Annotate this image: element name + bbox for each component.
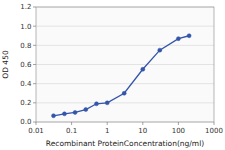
plot-frame xyxy=(36,7,214,122)
x-tick-label: 1000 xyxy=(205,127,223,135)
x-tick xyxy=(214,122,215,125)
data-group xyxy=(51,34,191,118)
y-tick-label: 0.8 xyxy=(20,42,31,50)
y-axis-label: OD 450 xyxy=(1,50,10,79)
x-tick xyxy=(36,122,37,125)
x-tick xyxy=(142,122,143,125)
x-tick-label: 1 xyxy=(105,127,109,135)
y-tick xyxy=(33,7,36,8)
grid-line xyxy=(36,45,214,46)
data-line xyxy=(53,36,189,116)
x-tick-label: 0.1 xyxy=(66,127,77,135)
chart-container: 0.0 0.2 0.4 0.6 0.8 1.0 1.2 0.01 0.1 1 10 100 1000Re… xyxy=(0,0,225,150)
data-point xyxy=(94,102,98,106)
x-axis-label: Recombinant ProteinConcentration(ng/ml) xyxy=(46,139,204,148)
data-point xyxy=(73,110,77,114)
x-tick-label: 10 xyxy=(138,127,147,135)
y-tick xyxy=(33,64,36,65)
y-tick xyxy=(33,45,36,46)
x-tick xyxy=(71,122,72,125)
data-point xyxy=(84,108,88,112)
data-point xyxy=(187,34,191,38)
data-point xyxy=(141,67,145,71)
data-point xyxy=(62,112,66,116)
data-point xyxy=(176,37,180,41)
plot-background xyxy=(36,7,214,122)
y-tick-label: 0.2 xyxy=(20,99,31,107)
y-tick xyxy=(33,122,36,123)
y-tick xyxy=(33,102,36,103)
grid-line xyxy=(36,83,214,84)
y-tick-label: 0.6 xyxy=(20,61,32,69)
chart-svg: 0.0 0.2 0.4 0.6 0.8 1.0 1.2 0.01 0.1 1 10 100 1000Re… xyxy=(0,0,225,150)
data-point xyxy=(122,91,126,95)
grid-line xyxy=(36,26,214,27)
y-tick xyxy=(33,83,36,84)
data-point xyxy=(105,101,109,105)
y-tick-label: 1.0 xyxy=(20,23,31,31)
data-point xyxy=(51,114,55,118)
grid-line xyxy=(36,64,214,65)
x-tick-label: 100 xyxy=(172,127,185,135)
y-tick-label: 0.4 xyxy=(20,80,32,88)
x-tick xyxy=(178,122,179,125)
data-point xyxy=(158,48,162,52)
y-tick xyxy=(33,26,36,27)
x-tick xyxy=(107,122,108,125)
x-tick-label: 0.01 xyxy=(28,127,44,135)
grid-line xyxy=(36,102,214,103)
y-tick-label: 1.2 xyxy=(20,3,31,11)
y-tick-label: 0.0 xyxy=(20,118,31,126)
